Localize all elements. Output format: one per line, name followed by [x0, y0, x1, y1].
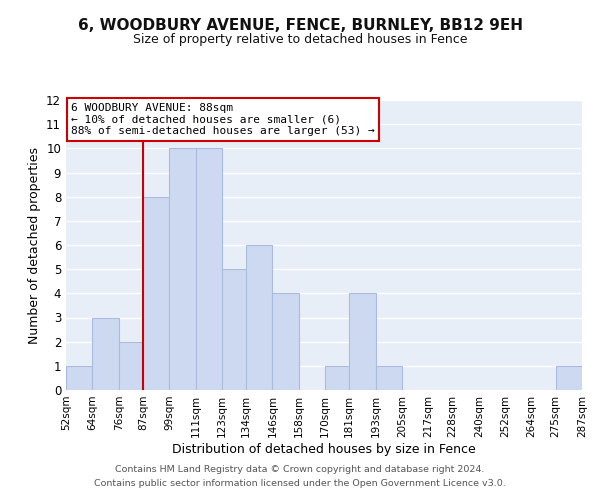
Bar: [66, 366, 92, 390]
X-axis label: Distribution of detached houses by size in Fence: Distribution of detached houses by size …: [172, 442, 476, 456]
Bar: [196, 148, 222, 390]
Bar: [246, 245, 272, 390]
Bar: [169, 148, 196, 390]
Bar: [222, 269, 246, 390]
Y-axis label: Number of detached properties: Number of detached properties: [28, 146, 41, 344]
Bar: [376, 366, 402, 390]
Bar: [325, 366, 349, 390]
Bar: [349, 294, 376, 390]
Bar: [272, 294, 299, 390]
Bar: [119, 342, 143, 390]
Bar: [92, 318, 119, 390]
Text: Size of property relative to detached houses in Fence: Size of property relative to detached ho…: [133, 32, 467, 46]
Bar: [556, 366, 582, 390]
Text: 6, WOODBURY AVENUE, FENCE, BURNLEY, BB12 9EH: 6, WOODBURY AVENUE, FENCE, BURNLEY, BB12…: [77, 18, 523, 32]
Text: Contains HM Land Registry data © Crown copyright and database right 2024.
Contai: Contains HM Land Registry data © Crown c…: [94, 466, 506, 487]
Bar: [143, 196, 169, 390]
Text: 6 WOODBURY AVENUE: 88sqm
← 10% of detached houses are smaller (6)
88% of semi-de: 6 WOODBURY AVENUE: 88sqm ← 10% of detach…: [71, 103, 375, 136]
